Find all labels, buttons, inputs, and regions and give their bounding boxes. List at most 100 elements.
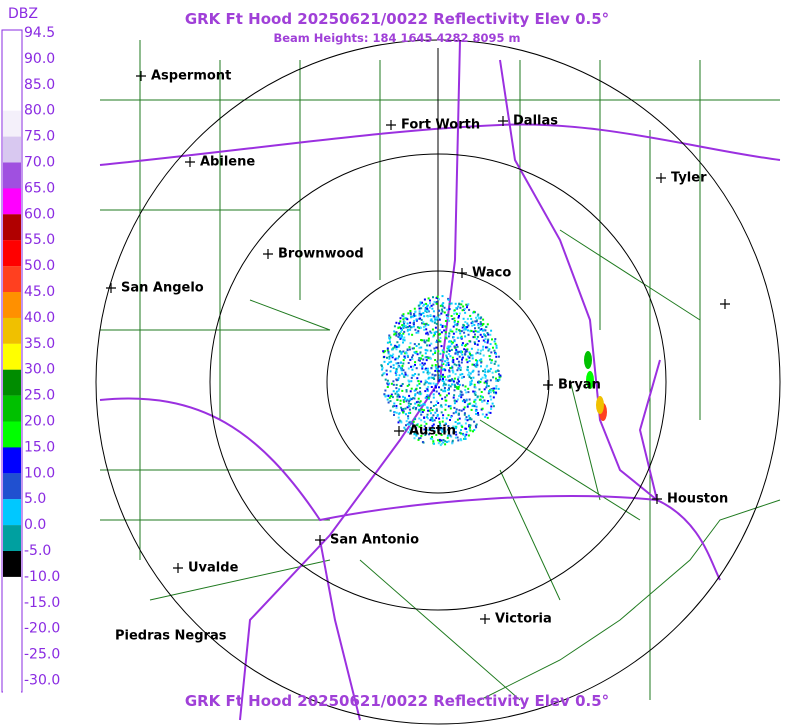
echo-pixel: [398, 388, 401, 391]
echo-pixel: [480, 358, 483, 361]
echo-pixel: [460, 409, 463, 412]
city-marker: [656, 173, 666, 183]
echo-pixel: [446, 316, 448, 319]
echo-pixel: [475, 405, 478, 408]
echo-pixel: [444, 360, 447, 363]
echo-pixel: [492, 405, 495, 408]
echo-pixel: [426, 344, 429, 347]
echo-pixel: [407, 362, 410, 364]
echo-pixel: [457, 413, 460, 416]
echo-pixel: [458, 302, 461, 305]
unlabeled-marker: [720, 299, 730, 309]
echo-pixel: [457, 385, 460, 388]
echo-pixel: [450, 302, 453, 305]
echo-pixel: [461, 384, 464, 387]
echo-pixel: [385, 394, 388, 397]
echo-pixel: [395, 406, 398, 409]
echo-pixel: [484, 380, 487, 383]
echo-pixel: [446, 359, 449, 361]
echo-pixel: [452, 359, 455, 361]
echo-pixel: [420, 392, 423, 395]
legend-swatch: [3, 576, 21, 603]
echo-pixel: [469, 417, 472, 420]
echo-pixel: [422, 358, 425, 361]
echo-pixel: [486, 379, 489, 382]
echo-pixel: [450, 416, 452, 419]
echo-pixel: [465, 358, 468, 361]
echo-pixel: [395, 348, 398, 351]
echo-pixel: [475, 359, 478, 362]
echo-pixel: [441, 376, 444, 379]
echo-pixel: [466, 361, 469, 364]
echo-pixel: [474, 320, 477, 323]
city-marker: [315, 535, 325, 545]
echo-pixel: [404, 396, 406, 399]
echo-pixel: [456, 357, 459, 360]
echo-pixel: [467, 373, 470, 376]
echo-pixel: [393, 333, 396, 336]
echo-pixel: [491, 402, 494, 405]
echo-pixel: [449, 405, 452, 407]
echo-pixel: [380, 364, 383, 367]
city-marker: [136, 71, 146, 81]
echo-pixel: [471, 324, 474, 327]
echo-pixel: [418, 346, 421, 349]
echo-pixel: [400, 327, 402, 330]
echo-pixel: [435, 316, 438, 319]
city-label: Brownwood: [278, 247, 364, 262]
echo-pixel: [455, 330, 458, 333]
echo-pixel: [415, 387, 418, 390]
echo-pixel: [495, 379, 498, 382]
echo-pixel: [463, 398, 465, 401]
echo-pixel: [469, 352, 471, 355]
echo-pixel: [397, 389, 400, 392]
echo-pixel: [442, 373, 444, 376]
echo-pixel: [383, 360, 386, 363]
echo-pixel: [486, 341, 489, 344]
echo-pixel: [464, 325, 467, 328]
echo-pixel: [428, 426, 431, 429]
echo-pixel: [432, 423, 435, 426]
echo-pixel: [488, 390, 490, 393]
legend-swatch: [3, 58, 21, 85]
echo-pixel: [402, 369, 405, 372]
echo-pixel: [421, 365, 424, 368]
echo-pixel: [470, 317, 473, 320]
echo-pixel: [473, 420, 476, 423]
echo-pixel: [402, 313, 405, 316]
echo-pixel: [440, 375, 443, 378]
echo-pixel: [387, 350, 390, 353]
echo-pixel: [437, 402, 440, 404]
echo-pixel: [428, 429, 430, 432]
echo-pixel: [468, 376, 471, 379]
echo-pixel: [420, 404, 423, 407]
echo-pixel: [433, 389, 436, 392]
echo-pixel: [487, 385, 490, 388]
echo-pixel: [487, 370, 490, 373]
echo-pixel: [425, 349, 428, 352]
echo-pixel: [489, 391, 492, 394]
echo-pixel: [467, 333, 470, 336]
echo-pixel: [456, 381, 459, 384]
echo-pixel: [479, 352, 482, 355]
echo-pixel: [427, 310, 430, 313]
echo-pixel: [395, 378, 398, 381]
echo-pixel: [406, 384, 409, 387]
echo-pixel: [419, 363, 422, 366]
echo-pixel: [408, 400, 411, 403]
echo-pixel: [442, 378, 444, 380]
echo-pixel: [387, 394, 390, 397]
echo-pixel: [403, 426, 406, 429]
echo-pixel: [464, 422, 467, 425]
echo-pixel: [386, 379, 389, 382]
echo-pixel: [423, 362, 426, 365]
echo-pixel: [464, 351, 467, 353]
legend-label: 80.0: [24, 103, 55, 119]
echo-pixel: [460, 303, 463, 306]
echo-pixel: [428, 344, 431, 347]
echo-pixel: [444, 396, 447, 399]
echo-pixel: [445, 394, 448, 397]
echo-pixel: [471, 354, 474, 357]
echo-pixel: [493, 387, 496, 390]
echo-pixel: [402, 341, 404, 344]
